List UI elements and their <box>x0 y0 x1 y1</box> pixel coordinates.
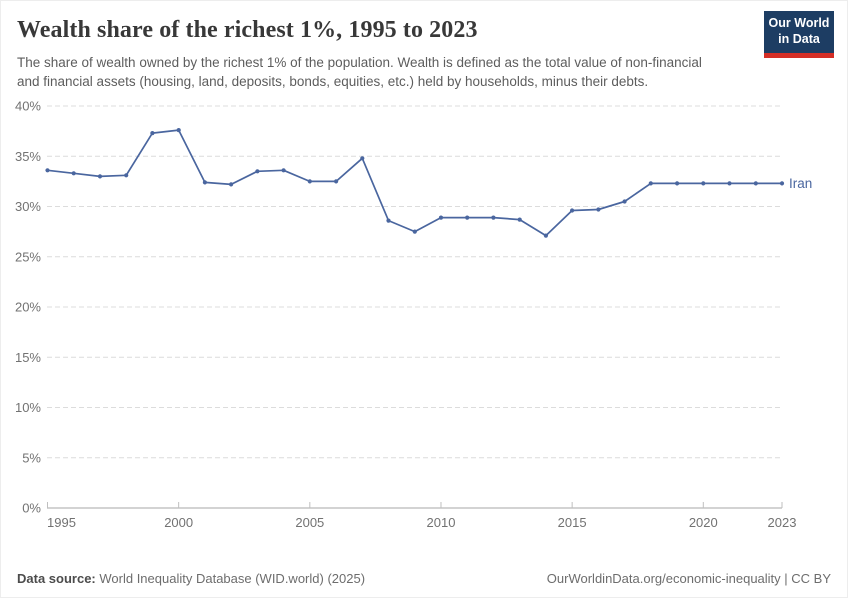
line-chart: 0% 5% 10% 15% 20% 25% 30% 35% 40% 1995 2000 2005 201… <box>15 99 812 531</box>
owid-logo-line1: Our World <box>768 16 830 30</box>
data-point <box>229 182 234 187</box>
series-line-iran <box>46 129 783 237</box>
data-point <box>71 171 76 176</box>
data-point <box>517 217 522 223</box>
data-point <box>779 181 785 186</box>
data-point <box>307 179 312 184</box>
x-axis-label: 2015 <box>558 515 587 530</box>
data-point <box>753 181 758 186</box>
data-point <box>543 233 549 239</box>
data-point <box>701 181 706 186</box>
data-point <box>596 207 601 212</box>
data-point <box>97 174 103 179</box>
data-point <box>438 215 444 221</box>
chart-header: Wealth share of the richest 1%, 1995 to … <box>1 1 847 91</box>
y-axis-label: 5% <box>22 451 41 466</box>
series-label-iran: Iran <box>789 176 812 191</box>
data-point <box>412 229 417 235</box>
data-point <box>675 181 680 186</box>
x-axis-label: 2005 <box>295 515 324 530</box>
data-point <box>124 173 129 178</box>
data-source-label: Data source: <box>17 571 96 586</box>
data-point <box>727 181 732 186</box>
x-axis-label: 2000 <box>164 515 193 530</box>
data-point <box>202 180 207 185</box>
data-point <box>360 156 365 161</box>
data-point <box>570 208 575 213</box>
y-axis-label: 15% <box>15 350 41 365</box>
y-axis-label: 30% <box>15 199 41 214</box>
x-axis-label: 2020 <box>689 515 718 530</box>
page-title: Wealth share of the richest 1%, 1995 to … <box>17 17 478 43</box>
y-axis-label: 40% <box>15 99 41 114</box>
y-axis-label: 25% <box>15 250 41 265</box>
data-point <box>281 168 286 173</box>
data-point <box>150 131 155 136</box>
data-source-value: World Inequality Database (WID.world) (2… <box>99 571 366 586</box>
data-point <box>334 179 339 184</box>
x-axis-label: 2023 <box>768 515 797 530</box>
data-point <box>255 169 260 174</box>
data-point <box>465 215 470 221</box>
x-axis-label: 1995 <box>47 515 76 530</box>
owid-logo-line2: in Data <box>778 31 820 46</box>
chart-subtitle: The share of wealth owned by the richest… <box>17 55 702 90</box>
data-point <box>622 199 627 204</box>
data-point <box>386 218 391 224</box>
y-axis-label: 35% <box>15 149 41 164</box>
owid-logo[interactable]: Our World in Data <box>764 11 834 58</box>
data-point <box>45 168 50 173</box>
x-axis-label: 2010 <box>427 515 456 530</box>
chart-area: 0% 5% 10% 15% 20% 25% 30% 35% 40% 1995 2000 2005 201… <box>1 93 847 544</box>
y-axis-label: 10% <box>15 400 41 415</box>
data-point <box>491 215 496 221</box>
data-point <box>176 128 181 133</box>
y-axis-label: 0% <box>22 501 41 516</box>
data-point <box>648 181 653 186</box>
y-axis-label: 20% <box>15 300 41 315</box>
chart-footer: Data source: World Inequality Database (… <box>1 571 847 586</box>
data-source: Data source: World Inequality Database (… <box>17 571 365 586</box>
attribution-link[interactable]: OurWorldinData.org/economic-inequality |… <box>546 571 831 586</box>
